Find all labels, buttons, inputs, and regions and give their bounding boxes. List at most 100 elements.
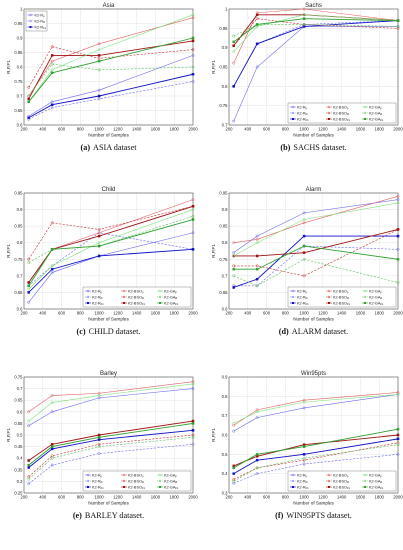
data-point [191, 419, 195, 423]
y-tick-label: 0.95 [14, 191, 23, 196]
legend-subscript: R [175, 480, 177, 484]
data-point [232, 286, 235, 289]
y-tick-label: 0.8 [222, 394, 228, 399]
legend-subscript: p [142, 475, 144, 478]
series-line-6 [28, 420, 194, 461]
y-tick-label: 0.75 [219, 103, 228, 108]
y-tick-label: 0.85 [219, 224, 228, 229]
data-point [27, 466, 30, 469]
data-point [50, 447, 54, 451]
caption-text: WIN95PTS dataset. [286, 511, 352, 520]
series-line-2 [233, 454, 399, 484]
legend-subscript: F1 [175, 302, 179, 306]
data-point [396, 437, 400, 441]
legend-subscript: R [101, 296, 103, 300]
y-tick-label: 0.6 [17, 409, 23, 414]
legend-subscript: F1 [175, 486, 179, 490]
legend-subscript: F1 [380, 302, 384, 306]
x-tick-label: 200 [21, 495, 29, 500]
data-point [97, 241, 101, 245]
x-tick-label: 1800 [170, 311, 180, 316]
legend-marker [158, 479, 162, 483]
legend-label: K2-Rp [92, 289, 103, 294]
y-tick-label: 0.8 [17, 65, 23, 70]
legend-marker [122, 289, 126, 293]
data-point [255, 234, 259, 238]
chart-panel-3: Child 200 400 600 800 1000 1200 1400 1600 1800 200… [6, 187, 198, 336]
legend-marker [29, 19, 32, 23]
legend-marker [158, 289, 162, 293]
data-point [191, 429, 195, 432]
series-line-7 [233, 14, 399, 52]
legend-subscript: R [306, 480, 308, 484]
series-line-3 [233, 20, 399, 87]
data-point [302, 398, 306, 402]
legend-label: K2-BSOF1 [128, 301, 146, 306]
series-line-4 [28, 381, 194, 413]
data-point [396, 441, 400, 445]
y-tick-label: 0.9 [222, 375, 228, 380]
data-point [97, 228, 101, 231]
data-point [255, 241, 259, 245]
series-line-2 [233, 20, 399, 87]
data-point [191, 53, 195, 57]
y-tick-label: 0.7 [222, 123, 228, 128]
legend-marker [363, 289, 367, 293]
legend-label: K2-BSOR [333, 295, 349, 300]
legend-label: K2-RR [297, 479, 308, 484]
legend-box [287, 286, 397, 308]
data-point [97, 48, 101, 52]
y-tick-label: 0.75 [14, 257, 23, 262]
data-point [232, 34, 236, 38]
legend-marker [363, 473, 367, 477]
data-point [27, 284, 30, 288]
chart-title: Barley [100, 371, 117, 377]
legend-marker [29, 26, 32, 28]
legend-subscript: R [142, 296, 144, 300]
caption-tag: (c) [77, 327, 86, 336]
series-line-5 [28, 46, 194, 88]
series-line-1 [233, 394, 399, 432]
legend-box [287, 102, 397, 124]
data-point [97, 234, 101, 238]
data-point [396, 198, 400, 202]
data-point [302, 221, 306, 225]
x-tick-label: 1200 [318, 127, 328, 132]
data-point [27, 477, 31, 481]
legend-label: K2-BSOR [333, 111, 349, 116]
data-point [191, 387, 195, 391]
y-tick-label: 0.4 [17, 456, 23, 461]
legend-label: K2-GAF1 [369, 117, 384, 122]
caption-text: SACHS dataset. [293, 143, 346, 152]
legend-marker [123, 486, 125, 488]
data-point [27, 300, 31, 304]
data-point [191, 13, 195, 17]
data-point [302, 25, 306, 28]
data-point [27, 261, 31, 265]
legend-label: K2-Rp [92, 473, 103, 478]
x-tick-label: 1400 [337, 311, 347, 316]
y-tick-label: 0.75 [14, 375, 23, 380]
data-point [97, 56, 101, 60]
legend-marker [364, 486, 366, 488]
legend-subscript: R [306, 296, 308, 300]
x-tick-label: 200 [226, 311, 234, 316]
legend-label: K2-BSOF1 [333, 301, 351, 306]
data-point [50, 264, 54, 268]
series-line-3 [233, 438, 399, 475]
series-line-7 [233, 394, 399, 424]
legend-marker [87, 302, 89, 304]
data-point [97, 452, 101, 455]
data-point [302, 211, 306, 215]
legend-marker [328, 118, 330, 120]
y-tick-label: 0.65 [14, 290, 23, 295]
data-point [50, 45, 54, 49]
data-point [302, 406, 306, 410]
chart-caption: (d) ALARM dataset. [279, 327, 348, 336]
legend-label: K2-RF1 [297, 301, 309, 306]
legend-label: K2-Rp [297, 105, 308, 110]
x-axis-label: Number of Samples [88, 501, 129, 506]
y-axis-label: R,P,F1 [6, 244, 11, 258]
data-point [302, 462, 306, 466]
chart-title: Win95pts [301, 371, 326, 377]
